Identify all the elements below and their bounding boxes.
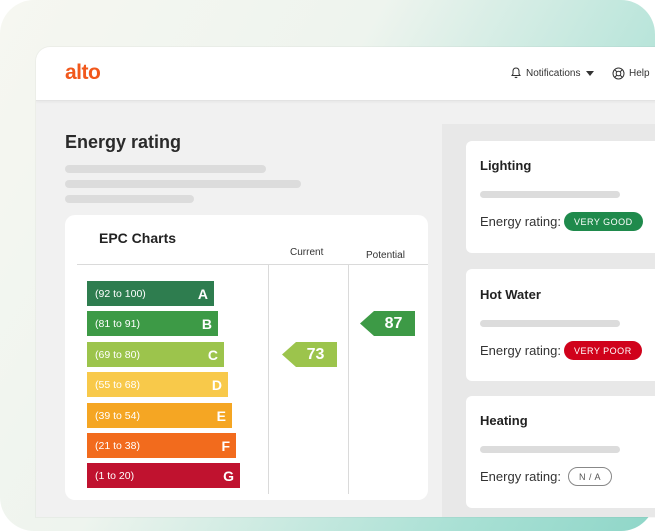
epc-band-a: (92 to 100) A (87, 281, 214, 306)
potential-column-header: Potential (366, 250, 405, 261)
epc-band-b: (81 to 91) B (87, 311, 218, 336)
epc-chart-card: EPC Charts Current Potential (92 to 100)… (65, 215, 428, 500)
heating-card: Heating Energy rating: N / A (466, 396, 655, 508)
help-link[interactable]: Help (612, 67, 650, 80)
placeholder-line (480, 320, 620, 327)
energy-rating-label: Energy rating: (480, 214, 561, 229)
current-column-header: Current (290, 247, 324, 258)
help-label: Help (629, 68, 650, 79)
card-title: Heating (480, 413, 528, 428)
placeholder-line (65, 195, 194, 203)
epc-title: EPC Charts (99, 230, 177, 246)
card-title: Hot Water (480, 287, 541, 302)
band-range: (92 to 100) (95, 287, 146, 300)
placeholder-line (65, 165, 266, 173)
alto-logo[interactable]: alto (65, 61, 101, 84)
potential-rating-value: 87 (384, 314, 403, 332)
epc-band-c: (69 to 80) C (87, 342, 224, 367)
notifications-label: Notifications (526, 67, 581, 79)
epc-band-g: (1 to 20) G (87, 463, 240, 488)
placeholder-line (480, 446, 620, 453)
band-range: (55 to 68) (95, 378, 140, 391)
band-letter: B (201, 315, 212, 332)
band-letter: A (197, 285, 208, 302)
divider (77, 264, 428, 265)
band-letter: F (221, 437, 230, 454)
bell-icon (511, 67, 521, 79)
band-range: (1 to 20) (95, 469, 135, 482)
band-letter: C (207, 346, 218, 363)
band-letter: E (216, 407, 226, 424)
epc-band-d: (55 to 68) D (87, 372, 228, 397)
chevron-down-icon (586, 70, 595, 76)
notifications-menu[interactable]: Notifications (510, 67, 595, 79)
epc-band-e: (39 to 54) E (87, 403, 232, 428)
placeholder-line (65, 180, 301, 188)
energy-rating-label: Energy rating: (480, 469, 561, 484)
band-range: (81 to 91) (95, 317, 140, 330)
epc-band-f: (21 to 38) F (87, 433, 236, 458)
hot-water-card: Hot Water Energy rating: VERY POOR (466, 269, 655, 381)
rating-badge: N / A (568, 467, 612, 486)
rating-badge: VERY GOOD (564, 212, 643, 231)
band-letter: G (223, 467, 234, 484)
card-title: Lighting (480, 158, 532, 173)
current-rating-value: 73 (306, 345, 325, 363)
lighting-card: Lighting Energy rating: VERY GOOD (466, 141, 655, 253)
lifebuoy-icon (612, 67, 625, 80)
divider (348, 264, 349, 494)
band-range: (21 to 38) (95, 439, 140, 452)
top-navigation-bar: alto Notifications Help (36, 47, 655, 101)
rating-badge: VERY POOR (564, 341, 642, 360)
current-rating-arrow: 73 (282, 342, 337, 367)
band-letter: D (211, 376, 222, 393)
divider (268, 264, 269, 494)
placeholder-line (480, 191, 620, 198)
energy-rating-label: Energy rating: (480, 343, 561, 358)
potential-rating-arrow: 87 (360, 311, 415, 336)
band-range: (39 to 54) (95, 409, 140, 422)
page-title: Energy rating (65, 132, 182, 152)
band-range: (69 to 80) (95, 348, 140, 361)
